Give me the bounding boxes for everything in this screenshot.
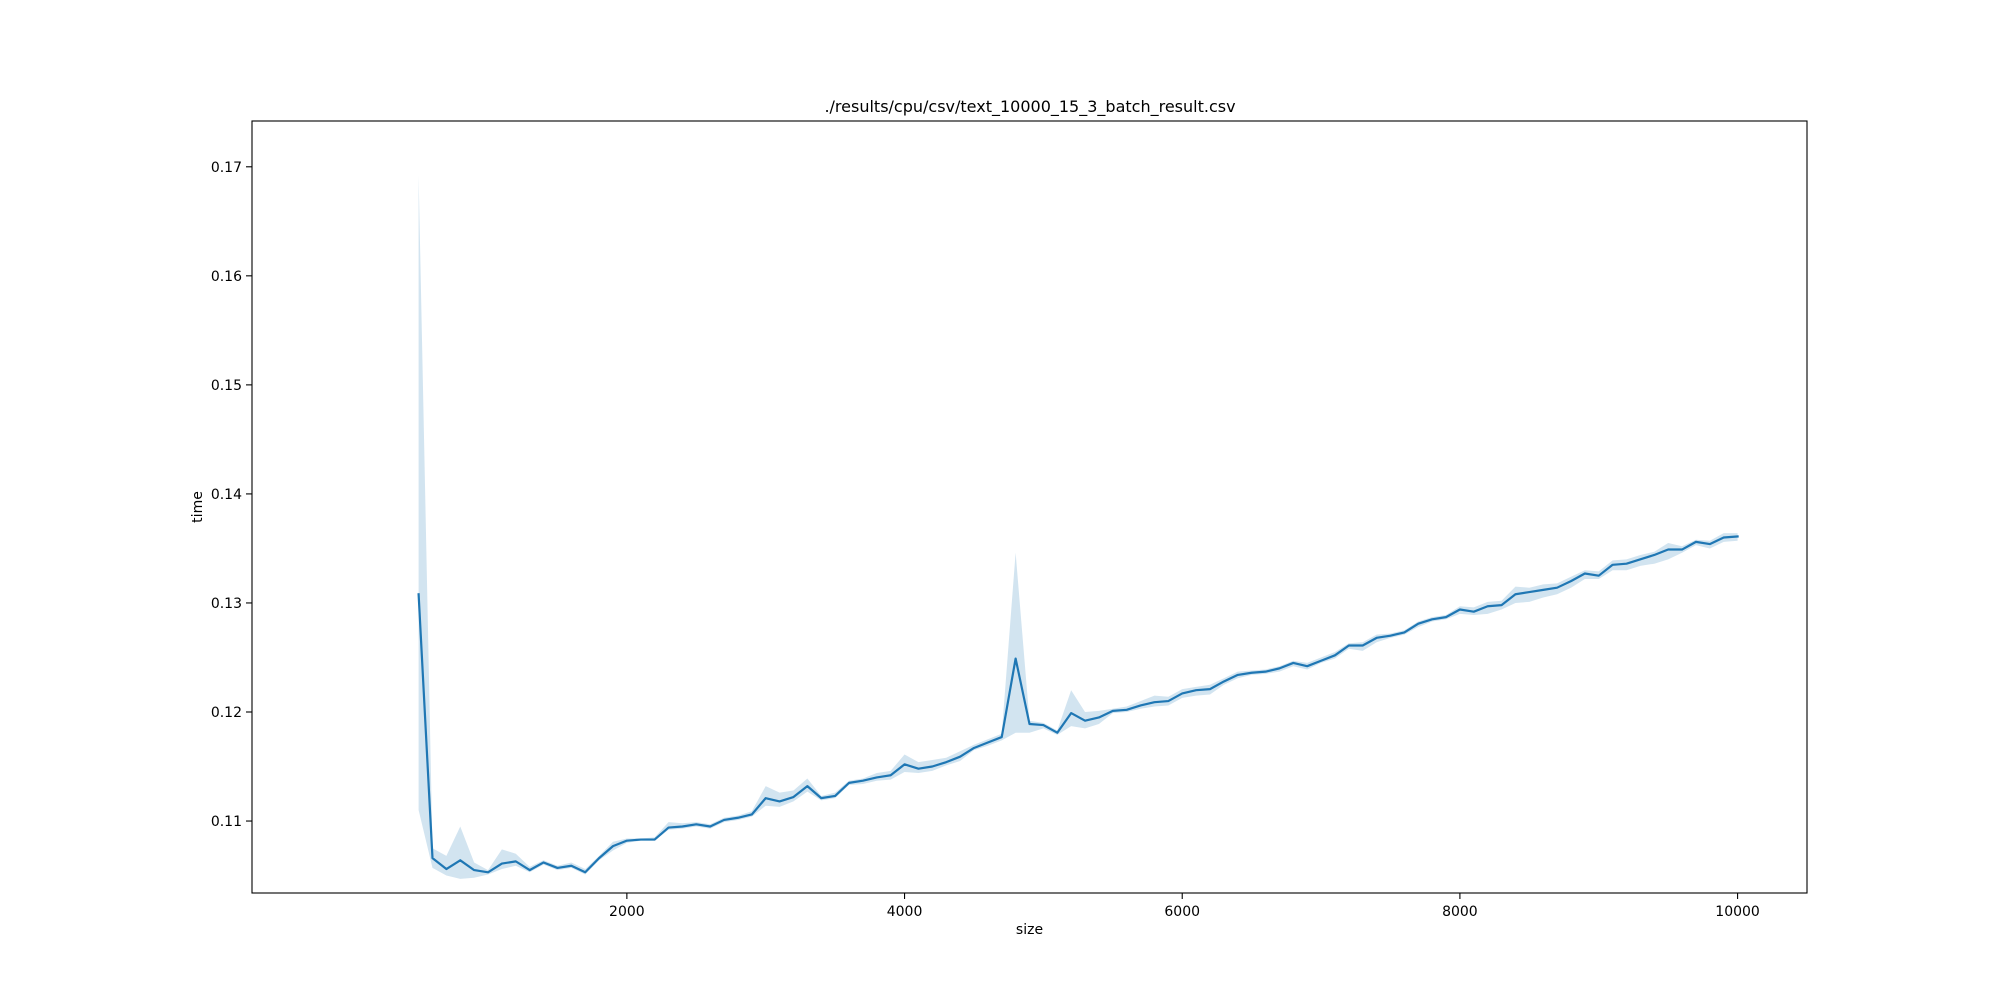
x-tick-label: 10000	[1715, 904, 1760, 920]
y-tick-label: 0.13	[211, 596, 242, 612]
y-tick-label: 0.15	[211, 378, 242, 394]
y-axis-label: time	[190, 491, 206, 523]
x-tick-label: 6000	[1164, 904, 1200, 920]
y-tick-label: 0.12	[211, 705, 242, 721]
y-tick-label: 0.11	[211, 814, 242, 830]
plot-area	[417, 175, 1739, 879]
y-axis-ticks: 0.11 0.12 0.13 0.14 0.15 0.16 0.17	[211, 160, 252, 830]
x-tick-label: 2000	[609, 904, 645, 920]
x-tick-label: 8000	[1442, 904, 1478, 920]
x-axis-ticks: 2000 4000 6000 8000 10000	[609, 893, 1760, 920]
chart-title: ./results/cpu/csv/text_10000_15_3_batch_…	[824, 97, 1235, 117]
x-tick-label: 4000	[887, 904, 923, 920]
y-tick-label: 0.17	[211, 160, 242, 176]
series-line	[417, 535, 1739, 874]
y-tick-label: 0.14	[211, 487, 242, 503]
axes-frame	[251, 120, 1808, 894]
y-tick-label: 0.16	[211, 269, 242, 285]
x-axis-label: size	[1016, 922, 1043, 938]
